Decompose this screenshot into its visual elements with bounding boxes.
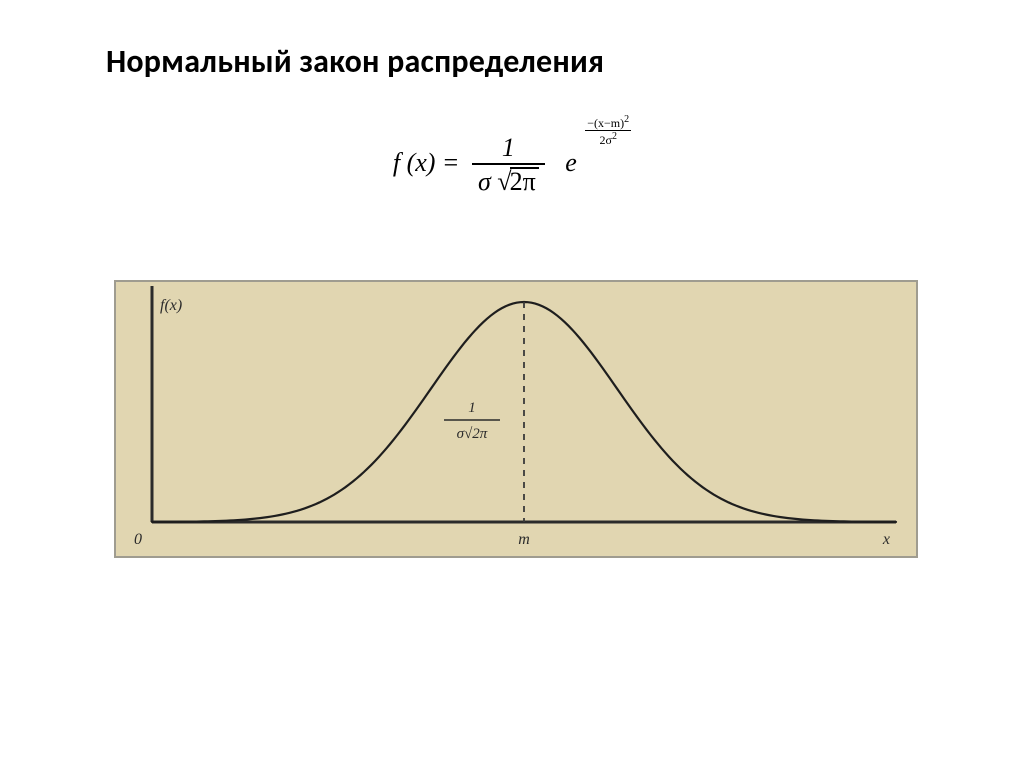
page-title: Нормальный закон распределения — [106, 42, 604, 81]
normal-pdf-formula: f (x) = 1 σ √ 2π e −(x−m)2 — [393, 135, 631, 195]
normal-curve-graph: f(x) 0 x m 1 σ√2π — [116, 282, 916, 556]
exponent-fraction: −(x−m)2 2σ2 — [585, 115, 631, 146]
graph-panel: f(x) 0 x m 1 σ√2π — [114, 280, 918, 558]
e-symbol: e — [565, 148, 577, 177]
peak-fraction-numerator: 1 — [468, 400, 476, 416]
exponent-denominator: 2σ2 — [597, 131, 618, 146]
formula-fraction: 1 σ √ 2π — [472, 135, 545, 195]
fraction-numerator: 1 — [496, 135, 521, 163]
formula-lhs: f (x) = — [393, 148, 460, 177]
peak-fraction-denominator: σ√2π — [457, 426, 488, 442]
y-axis-label: f(x) — [160, 297, 182, 314]
exponent: −(x−m)2 2σ2 — [585, 115, 631, 146]
x-axis-label: x — [882, 531, 890, 548]
formula-block: f (x) = 1 σ √ 2π e −(x−m)2 — [0, 135, 1024, 195]
mean-label: m — [518, 531, 530, 548]
sqrt-block: √ 2π — [497, 167, 538, 195]
sigma-symbol: σ — [478, 167, 491, 196]
fraction-denominator: σ √ 2π — [472, 165, 545, 195]
slide-root: Нормальный закон распределения f (x) = 1… — [0, 0, 1024, 767]
origin-label: 0 — [134, 531, 142, 548]
sqrt-inner: 2π — [510, 167, 539, 195]
exponent-numerator: −(x−m)2 — [585, 115, 631, 130]
